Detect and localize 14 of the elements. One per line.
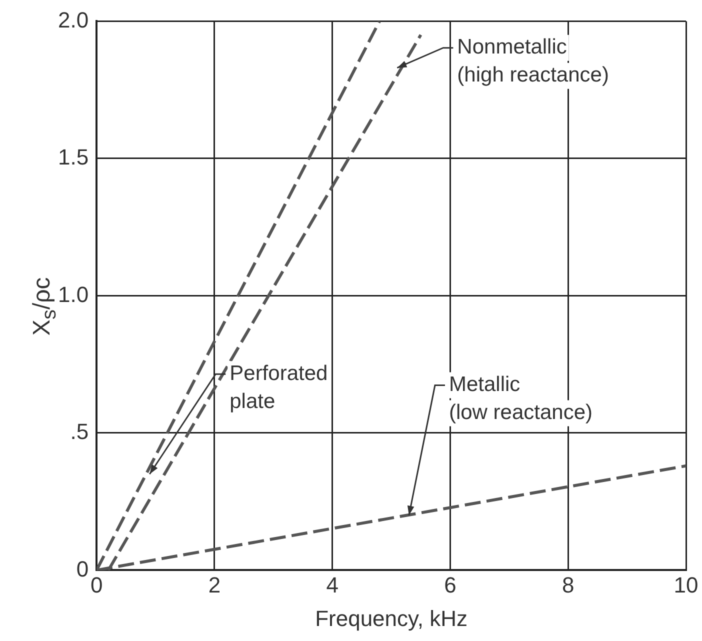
y-tick-label: 2.0 <box>58 7 89 32</box>
annotation: Metallic (low reactance) <box>448 373 593 424</box>
x-tick-label: 10 <box>674 572 698 598</box>
annotation: Nonmetallic (high reactance) <box>457 36 609 87</box>
y-tick-label: 1.5 <box>58 144 89 170</box>
y-tick-label: .5 <box>70 419 89 444</box>
x-tick-label: 6 <box>444 572 456 598</box>
x-tick-label: 4 <box>326 572 338 598</box>
y-tick-label: 1.0 <box>58 282 89 307</box>
x-tick-label: 8 <box>562 572 574 598</box>
x-tick-label: 2 <box>208 572 221 598</box>
x-axis-title: Frequency, kHz <box>315 606 468 631</box>
annotation: Perforated plate <box>230 362 328 413</box>
y-tick-label: 0 <box>76 556 89 582</box>
